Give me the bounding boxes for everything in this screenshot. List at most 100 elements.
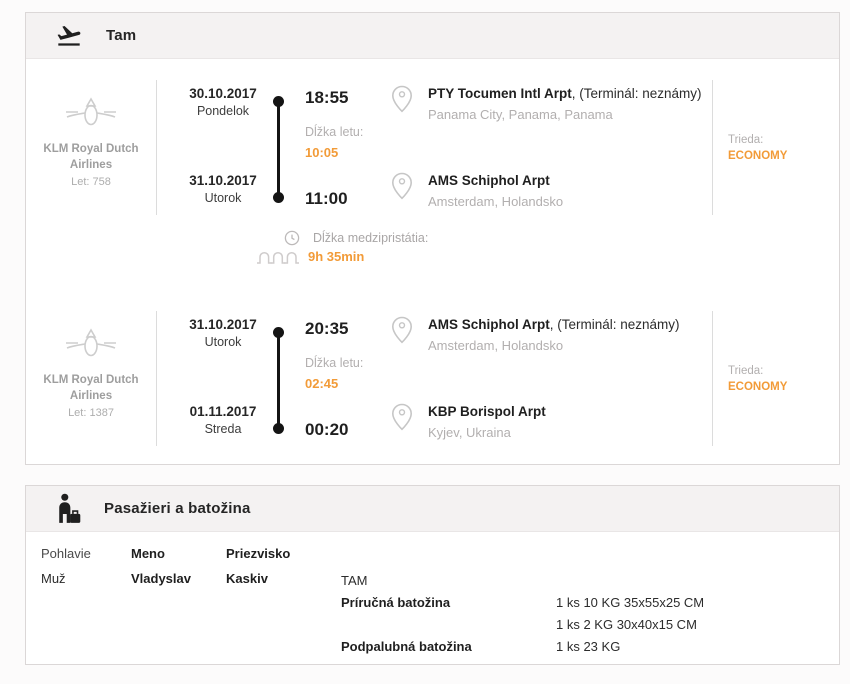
airport-city: Kyjev, Ukraina (428, 425, 511, 440)
timeline-line (277, 333, 280, 428)
airport-name: AMS Schiphol Arpt (428, 173, 550, 188)
segment2-airline: KLM Royal Dutch Airlines Let: 1387 (26, 311, 156, 446)
class-value: ECONOMY (728, 149, 788, 162)
arrival-date: 31.10.2017 (189, 173, 257, 188)
segment1-dates: 30.10.2017 Pondelok 31.10.2017 Utorok (157, 80, 269, 215)
clock-icon (284, 230, 300, 246)
arrival-time: 11:00 (305, 189, 348, 208)
passenger-gender: Muž (41, 571, 66, 586)
layover-label-row: Dĺžka medzipristátia: (244, 230, 839, 246)
segment1-timeline (269, 80, 295, 215)
airport-name: KBP Borispol Arpt (428, 404, 546, 419)
departure-airport: AMS Schiphol Arpt, (Terminál: neznámy) A… (391, 316, 712, 353)
airport-city: Amsterdam, Holandsko (428, 194, 564, 209)
flight-duration-label: Dĺžka letu: (305, 356, 364, 370)
departure-day: Utorok (204, 335, 242, 349)
header-gender: Pohlavie (41, 546, 91, 561)
timeline-dot-departure (273, 96, 284, 107)
segment1-airports: PTY Tocumen Intl Arpt, (Terminál: neznám… (391, 80, 712, 215)
arrival-airport: AMS Schiphol Arpt Amsterdam, Holandsko (391, 172, 712, 209)
outbound-title: Tam (106, 27, 137, 44)
airport-info: AMS Schiphol Arpt, (Terminál: neznámy) A… (428, 316, 680, 353)
airplane-front-icon (64, 94, 118, 132)
flight-number: Let: 1387 (68, 407, 114, 420)
timeline-dot-departure (273, 327, 284, 338)
segment2-airports: AMS Schiphol Arpt, (Terminál: neznámy) A… (391, 311, 712, 446)
departure-airport: PTY Tocumen Intl Arpt, (Terminál: neznám… (391, 85, 712, 122)
segment2-class: Trieda: ECONOMY (713, 311, 839, 446)
timeline-dot-arrival (273, 192, 284, 203)
segment2-timeline (269, 311, 295, 446)
divider (712, 311, 713, 446)
departure-day: Pondelok (196, 104, 250, 118)
header-last-name: Priezvisko (226, 546, 291, 561)
location-pin-icon (391, 316, 413, 344)
segment1-airline: KLM Royal Dutch Airlines Let: 758 (26, 80, 156, 215)
location-pin-icon (391, 172, 413, 200)
airport-info: AMS Schiphol Arpt Amsterdam, Holandsko (428, 172, 563, 209)
arrival-date-block: 31.10.2017 Utorok (177, 173, 269, 205)
timeline-dot-arrival (273, 423, 284, 434)
class-label: Trieda: (728, 133, 764, 146)
airplane-front-icon (64, 325, 118, 363)
arrival-date-block: 01.11.2017 Streda (177, 404, 269, 436)
departure-date-block: 31.10.2017 Utorok (177, 317, 269, 349)
airport-name: PTY Tocumen Intl Arpt (428, 86, 572, 101)
departure-time: 20:35 (305, 319, 349, 338)
airport-name: AMS Schiphol Arpt (428, 317, 550, 332)
arrival-day: Streda (204, 422, 242, 436)
outbound-flight-card: Tam KLM Royal Dutch Airlines Let: 758 30… (25, 12, 840, 465)
hand-baggage-value: 1 ks 10 KG 35x55x25 CM (556, 595, 705, 610)
airport-city: Amsterdam, Holandsko (428, 338, 564, 353)
airline-name: KLM Royal Dutch Airlines (43, 374, 139, 403)
flight-duration-value: 02:45 (305, 376, 339, 391)
arrival-date: 01.11.2017 (189, 404, 257, 419)
arrival-time: 00:20 (305, 420, 349, 439)
airline-name: KLM Royal Dutch Airlines (43, 143, 139, 172)
layover-duration: 9h 35min (308, 249, 365, 264)
checked-baggage-value: 1 ks 23 KG (556, 639, 621, 654)
flight-duration-label: Dĺžka letu: (305, 125, 364, 139)
passenger-table: Pohlavie Meno Priezvisko Muž Vladyslav K… (41, 546, 290, 586)
airport-terminal: , (Terminál: neznámy) (549, 317, 680, 332)
checked-baggage-label: Podpalubná batožina (341, 639, 472, 654)
airport-city: Panama City, Panama, Panama (428, 107, 613, 122)
passenger-table-header: Pohlavie Meno Priezvisko (41, 546, 290, 561)
location-pin-icon (391, 403, 413, 431)
airport-info: KBP Borispol Arpt Kyjev, Ukraina (428, 403, 546, 440)
segment1-class: Trieda: ECONOMY (713, 80, 839, 215)
layover-block: Dĺžka medzipristátia: 9h 35min (244, 230, 839, 264)
departure-time: 18:55 (305, 88, 349, 107)
layover-duration-row: 9h 35min (244, 249, 839, 264)
divider (156, 80, 157, 215)
passengers-title: Pasažieri a batožina (104, 500, 251, 517)
departure-date: 31.10.2017 (189, 317, 257, 332)
passenger-first-name: Vladyslav (131, 571, 191, 586)
arrival-day: Utorok (204, 191, 242, 205)
passenger-last-name: Kaskiv (226, 571, 268, 586)
class-value: ECONOMY (728, 380, 788, 393)
class-label: Trieda: (728, 364, 764, 377)
flight-segment-2: KLM Royal Dutch Airlines Let: 1387 31.10… (26, 311, 839, 446)
arrival-airport: KBP Borispol Arpt Kyjev, Ukraina (391, 403, 712, 440)
passengers-card: Pasažieri a batožina Pohlavie Meno Priez… (25, 485, 840, 665)
departure-date-block: 30.10.2017 Pondelok (177, 86, 269, 118)
segment2-dates: 31.10.2017 Utorok 01.11.2017 Streda (157, 311, 269, 446)
hand-baggage-label: Príručná batožina (341, 595, 451, 610)
layover-label: Dĺžka medzipristátia: (313, 231, 429, 245)
baggage-block: TAM Príručná batožina 1 ks 10 KG 35x55x2… (341, 570, 704, 658)
header-first-name: Meno (131, 546, 165, 561)
timeline-line (277, 102, 280, 197)
divider (712, 80, 713, 215)
passenger-row: Muž Vladyslav Kaskiv (41, 571, 290, 586)
passenger-baggage-icon (54, 493, 82, 524)
seats-icon (256, 249, 300, 264)
segment2-times: 20:35 Dĺžka letu: 02:45 00:20 (295, 311, 391, 446)
segment1-times: 18:55 Dĺžka letu: 10:05 11:00 (295, 80, 391, 215)
passengers-card-header: Pasažieri a batožina (26, 486, 839, 532)
outbound-card-header: Tam (26, 13, 839, 59)
flight-takeoff-icon (54, 22, 84, 49)
airport-info: PTY Tocumen Intl Arpt, (Terminál: neznám… (428, 85, 702, 122)
airport-terminal: , (Terminál: neznámy) (571, 86, 702, 101)
